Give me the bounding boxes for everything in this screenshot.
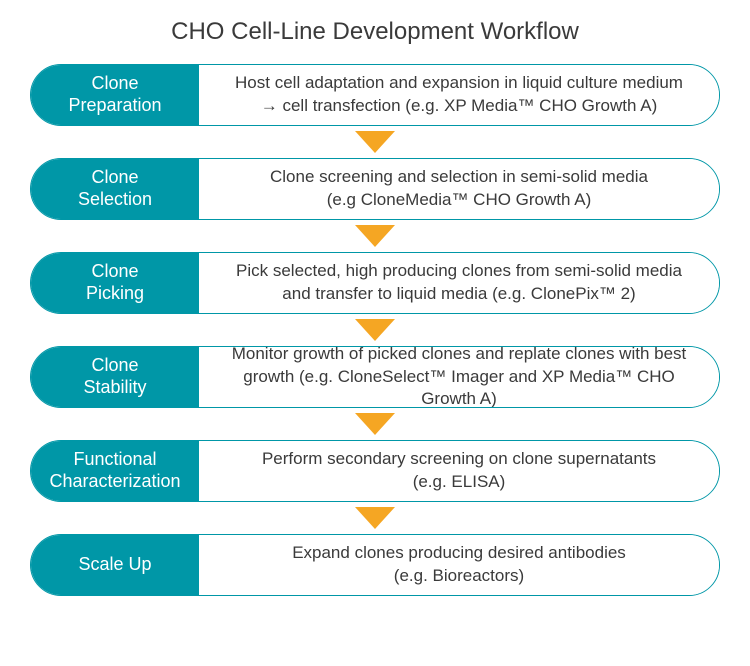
step-label: Scale Up [31,535,199,595]
step-description: Host cell adaptation and expansion in li… [199,65,719,125]
workflow-step: Clone Picking Pick selected, high produc… [30,252,720,314]
workflow-step: Clone Selection Clone screening and sele… [30,158,720,220]
step-label: Clone Preparation [31,65,199,125]
workflow-step: Functional Characterization Perform seco… [30,440,720,502]
step-label: Clone Selection [31,159,199,219]
step-label: Clone Picking [31,253,199,313]
step-description: Pick selected, high producing clones fro… [199,253,719,313]
step-label: Clone Stability [31,347,199,407]
step-description: Monitor growth of picked clones and repl… [199,347,719,407]
arrow-down-icon [355,413,395,435]
page-title: CHO Cell-Line Development Workflow [30,18,720,46]
workflow-step: Clone Preparation Host cell adaptation a… [30,64,720,126]
workflow-container: Clone Preparation Host cell adaptation a… [30,64,720,596]
step-description: Clone screening and selection in semi-so… [199,159,719,219]
arrow-down-icon [355,507,395,529]
workflow-step: Scale Up Expand clones producing desired… [30,534,720,596]
step-description: Perform secondary screening on clone sup… [199,441,719,501]
arrow-down-icon [355,225,395,247]
workflow-step: Clone Stability Monitor growth of picked… [30,346,720,408]
step-description: Expand clones producing desired antibodi… [199,535,719,595]
arrow-down-icon [355,131,395,153]
step-label: Functional Characterization [31,441,199,501]
arrow-down-icon [355,319,395,341]
